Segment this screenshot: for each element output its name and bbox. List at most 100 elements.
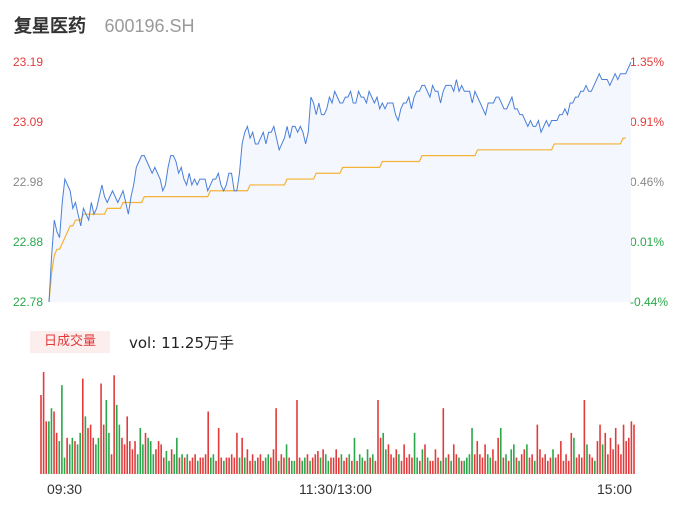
volume-bar xyxy=(332,457,335,474)
volume-bar xyxy=(61,385,63,474)
volume-bar xyxy=(570,432,573,474)
volume-bar xyxy=(71,437,74,474)
volume-bar xyxy=(578,454,580,474)
volume-bar xyxy=(105,399,108,474)
volume-bar xyxy=(434,449,437,474)
volume-bar xyxy=(345,457,348,474)
volume-bar xyxy=(306,454,309,474)
volume-bar xyxy=(275,408,277,474)
volume-bar xyxy=(604,432,607,474)
price-tick-label: 22.78 xyxy=(13,295,43,309)
volume-bar xyxy=(225,457,228,474)
volume-bar xyxy=(348,454,351,474)
time-tick-label: 09:30 xyxy=(47,481,82,497)
volume-bar xyxy=(463,460,465,474)
volume-bar xyxy=(102,424,105,474)
volume-bar xyxy=(455,454,458,474)
volume-bar xyxy=(437,457,439,474)
volume-bar xyxy=(507,460,510,474)
volume-bar xyxy=(408,454,411,474)
volume-bar xyxy=(356,460,358,474)
volume-bar xyxy=(264,457,267,474)
volume-bar xyxy=(371,454,374,474)
stock-name: 复星医药 xyxy=(14,16,86,37)
volume-bar xyxy=(189,460,191,474)
volume-bar xyxy=(494,460,497,474)
volume-bar xyxy=(270,457,272,474)
price-tick-label: 22.98 xyxy=(13,175,43,189)
volume-prefix: vol: xyxy=(129,334,157,352)
volume-bar xyxy=(476,441,479,474)
volume-bar xyxy=(445,457,447,474)
volume-bar xyxy=(155,449,157,474)
volume-bar xyxy=(479,454,481,474)
volume-bar xyxy=(53,411,55,474)
price-line xyxy=(48,61,632,303)
volume-bar xyxy=(416,457,418,474)
volume-bar xyxy=(486,454,489,474)
volume-bar xyxy=(633,424,635,474)
volume-bar xyxy=(272,449,275,474)
volume-bar xyxy=(596,441,599,474)
volume-bar xyxy=(382,432,385,474)
volume-bar xyxy=(379,437,382,474)
volume-bar xyxy=(424,444,426,474)
volume-bar xyxy=(126,416,129,474)
volume-bar xyxy=(168,460,170,474)
volume-bar xyxy=(136,454,139,474)
volume-bar xyxy=(418,460,421,474)
volume-bar xyxy=(309,460,311,474)
volume-bars xyxy=(40,372,635,474)
volume-bar xyxy=(89,424,92,474)
volume-bar xyxy=(565,454,567,474)
volume-bar xyxy=(499,427,502,474)
volume-bar xyxy=(97,437,100,474)
daily-volume-tab[interactable]: 日成交量 xyxy=(30,331,110,353)
volume-bar xyxy=(622,424,625,474)
volume-bar xyxy=(79,432,81,474)
volume-bar xyxy=(82,378,84,474)
volume-bar xyxy=(228,457,230,474)
stock-code: 600196.SH xyxy=(104,16,195,36)
volume-bar xyxy=(152,454,155,474)
volume-bar xyxy=(212,454,215,474)
volume-readout: vol: 11.25万手 xyxy=(129,332,234,353)
volume-bar xyxy=(343,460,345,474)
volume-bar xyxy=(257,457,259,474)
volume-bar xyxy=(42,372,45,474)
volume-bar xyxy=(186,454,189,474)
price-tick-label: 23.19 xyxy=(13,55,43,69)
volume-bar xyxy=(251,454,254,474)
volume-bar xyxy=(458,457,460,474)
volume-bar xyxy=(277,460,280,474)
volume-bar xyxy=(395,449,398,474)
volume-bar xyxy=(129,441,131,474)
volume-bar xyxy=(502,457,505,474)
volume-bar xyxy=(241,437,243,474)
volume-bar xyxy=(447,454,450,474)
price-area-fill xyxy=(49,62,631,302)
volume-bar xyxy=(121,437,123,474)
volume-bar xyxy=(492,449,494,474)
volume-bar xyxy=(283,457,285,474)
volume-bar xyxy=(405,457,408,474)
percent-tick-label: 0.01% xyxy=(630,235,664,249)
volume-bar xyxy=(562,460,565,474)
volume-bar xyxy=(207,411,209,474)
price-tick-label: 22.88 xyxy=(13,235,43,249)
volume-bar xyxy=(202,457,204,474)
volume-bar xyxy=(439,460,442,474)
volume-bar xyxy=(411,457,413,474)
price-tick-label: 23.09 xyxy=(13,115,43,129)
volume-bar xyxy=(374,460,377,474)
volume-bar xyxy=(468,454,471,474)
volume-bar xyxy=(157,441,160,474)
volume-bar xyxy=(118,424,121,474)
volume-bar xyxy=(178,457,181,474)
volume-bar xyxy=(338,457,340,474)
percent-tick-label: -0.44% xyxy=(630,295,668,309)
volume-bar xyxy=(66,437,68,474)
volume-bar xyxy=(259,454,262,474)
volume-bar xyxy=(429,460,432,474)
